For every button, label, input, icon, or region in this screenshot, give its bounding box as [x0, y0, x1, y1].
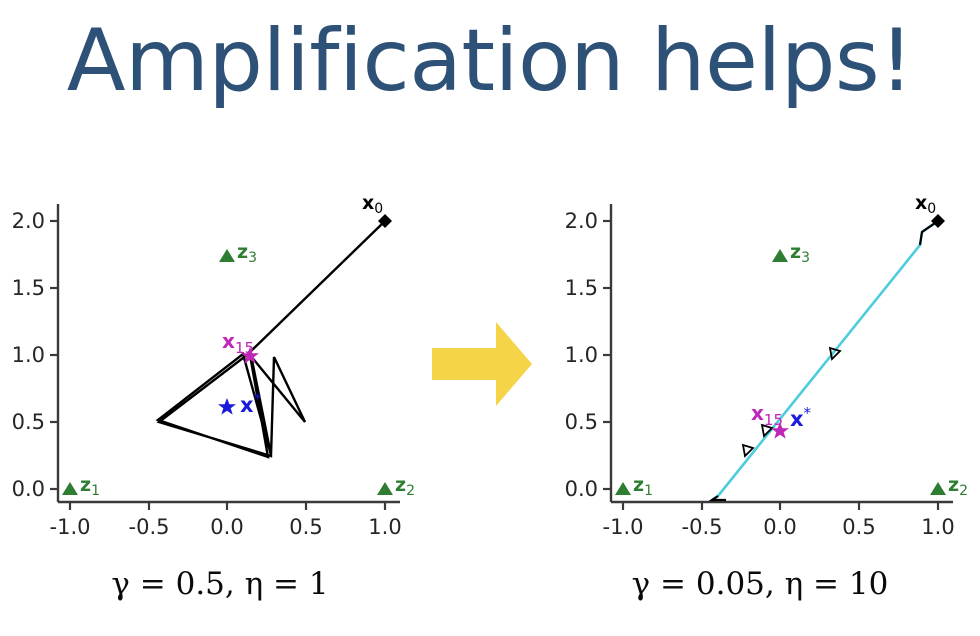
label-x0: x0: [362, 196, 383, 217]
star-marker-xstar: [218, 398, 236, 415]
label-z2: z2: [395, 474, 415, 499]
right-xtick-1: -0.5: [682, 515, 723, 539]
page-title: Amplification helps!: [66, 11, 914, 111]
right-ytick-2: 1.0: [565, 343, 598, 367]
left-ytick-4: 2.0: [12, 209, 45, 233]
triangle-marker-z2: [930, 482, 946, 495]
label-z1: z1: [80, 474, 100, 499]
triangle-marker-z1: [62, 482, 78, 495]
caption-right: γ = 0.05, η = 10: [540, 566, 980, 602]
caption-left: γ = 0.5, η = 1: [0, 566, 440, 602]
left-x-tick-labels: -1.0 -0.5 0.0 0.5 1.0: [50, 515, 402, 539]
arrowhead-marker-upper: [828, 346, 842, 361]
left-y-ticks: [50, 219, 58, 491]
right-y-ticks: [603, 219, 611, 491]
left-xtick-2: 0.0: [210, 515, 243, 539]
left-x-ticks: [68, 502, 387, 510]
caption-right-text: γ = 0.05, η = 10: [631, 566, 889, 602]
caption-left-text: γ = 0.5, η = 1: [111, 566, 329, 602]
left-plot-svg: 0.0 0.5 1.0 1.5 2.0 -1.0 -0.5 0.0 0.5 1.…: [12, 196, 415, 539]
left-z-labels: z1 z2 z3: [80, 241, 415, 499]
left-xtick-4: 1.0: [368, 515, 401, 539]
right-x-tick-labels: -1.0 -0.5 0.0 0.5 1.0: [603, 515, 955, 539]
left-z-markers: [62, 249, 393, 495]
label-z1: z1: [633, 474, 653, 499]
diamond-marker-x0: [931, 214, 945, 228]
right-ytick-1: 0.5: [565, 410, 598, 434]
left-trajectory-path: [155, 220, 386, 459]
label-xstar: x*: [240, 390, 262, 417]
label-z3: z3: [790, 241, 810, 266]
left-xtick-1: -0.5: [129, 515, 170, 539]
diamond-marker-x0: [378, 214, 392, 228]
transition-arrow: [424, 306, 540, 422]
star-marker-x15: [771, 422, 789, 439]
triangle-marker-z3: [219, 249, 235, 262]
left-ytick-2: 1.0: [12, 343, 45, 367]
right-xtick-0: -1.0: [603, 515, 644, 539]
arrowhead-marker-lower: [741, 443, 755, 458]
label-xstar: x*: [790, 404, 812, 431]
left-ytick-0: 0.0: [12, 477, 45, 501]
arrowhead-marker-mid: [760, 423, 774, 438]
right-plot-panel: 0.0 0.5 1.0 1.5 2.0 -1.0 -0.5 0.0 0.5 1.…: [540, 196, 980, 546]
label-x15: x15: [222, 329, 254, 357]
right-ytick-3: 1.5: [565, 276, 598, 300]
triangle-marker-z1: [615, 482, 631, 495]
right-xtick-4: 1.0: [921, 515, 954, 539]
right-trajectory-path: [708, 219, 939, 502]
left-xtick-0: -1.0: [50, 515, 91, 539]
star-marker-x15: [241, 347, 259, 364]
triangle-marker-z2: [377, 482, 393, 495]
label-z2: z2: [948, 474, 968, 499]
right-z-markers: [615, 249, 946, 495]
right-xtick-2: 0.0: [763, 515, 796, 539]
right-z-labels: z1 z2 z3: [633, 241, 968, 499]
left-plot-panel: 0.0 0.5 1.0 1.5 2.0 -1.0 -0.5 0.0 0.5 1.…: [0, 196, 440, 546]
label-x0: x0: [915, 196, 936, 217]
right-y-tick-labels: 0.0 0.5 1.0 1.5 2.0: [565, 209, 598, 501]
right-x-ticks: [621, 502, 940, 510]
left-ytick-1: 0.5: [12, 410, 45, 434]
yellow-right-arrow-icon: [432, 322, 532, 406]
label-z3: z3: [237, 241, 257, 266]
right-ytick-0: 0.0: [565, 477, 598, 501]
left-xtick-3: 0.5: [289, 515, 322, 539]
right-plot-svg: 0.0 0.5 1.0 1.5 2.0 -1.0 -0.5 0.0 0.5 1.…: [565, 196, 968, 539]
label-x15: x15: [751, 401, 783, 429]
left-ytick-3: 1.5: [12, 276, 45, 300]
triangle-marker-z3: [772, 249, 788, 262]
arrow-shape: [432, 322, 532, 406]
left-y-tick-labels: 0.0 0.5 1.0 1.5 2.0: [12, 209, 45, 501]
right-xtick-3: 0.5: [842, 515, 875, 539]
right-ytick-4: 2.0: [565, 209, 598, 233]
